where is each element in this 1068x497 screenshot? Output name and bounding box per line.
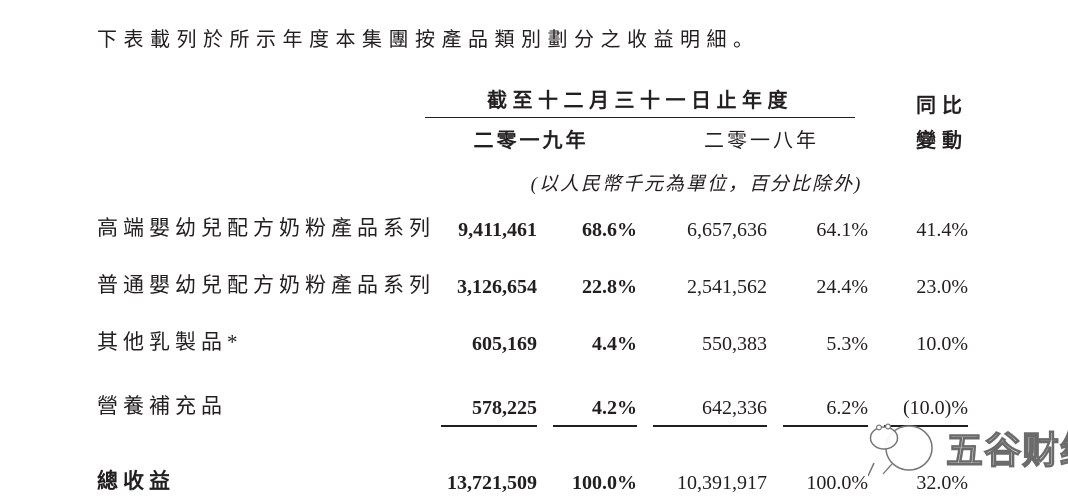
- total-label: 總收益: [97, 469, 175, 493]
- cell-2019-percent: 68.6%: [582, 219, 637, 241]
- year-header-row: 二零一九年 二零一八年 變動: [97, 118, 968, 159]
- cell-2019-value: 9,411,461: [458, 219, 537, 241]
- table-row: 普通嬰幼兒配方奶粉產品系列 3,126,654 22.8% 2,541,562 …: [97, 242, 968, 299]
- cell-2018-percent: 64.1%: [816, 219, 868, 241]
- table-row: 營養補充品 578,225 4.2% 642,336 6.2% (10.0)%: [97, 356, 968, 427]
- period-header: 截至十二月三十一日止年度: [425, 84, 855, 118]
- total-2018-percent: 100.0%: [783, 472, 868, 497]
- cell-2019-value: 3,126,654: [457, 276, 537, 298]
- unit-note-row: (以人民幣千元為單位，百分比除外): [97, 159, 968, 196]
- period-header-row: 截至十二月三十一日止年度 同比: [97, 84, 968, 118]
- row-label-regular-formula: 普通嬰幼兒配方奶粉產品系列: [97, 273, 435, 297]
- row-label-premium-formula: 高端嬰幼兒配方奶粉產品系列: [97, 216, 435, 240]
- table-row: 其他乳製品* 605,169 4.4% 550,383 5.3% 10.0%: [97, 299, 968, 356]
- unit-note: (以人民幣千元為單位，百分比除外): [530, 174, 863, 195]
- total-2019-percent: 100.0%: [553, 472, 637, 497]
- total-yoy-change: 32.0%: [884, 472, 968, 497]
- cell-2019-percent: 4.2%: [553, 397, 637, 427]
- total-2019-value: 13,721,509: [441, 472, 537, 497]
- cell-yoy-change: (10.0)%: [884, 397, 968, 427]
- cell-2018-value: 2,541,562: [687, 276, 767, 298]
- wechat-bubbles-icon: [867, 419, 942, 482]
- table-row: 高端嬰幼兒配方奶粉產品系列 9,411,461 68.6% 6,657,636 …: [97, 196, 968, 242]
- cell-yoy-change: 10.0%: [916, 333, 968, 355]
- total-2018-value: 10,391,917: [653, 472, 767, 497]
- cell-2019-percent: 22.8%: [582, 276, 637, 298]
- row-label-nutrition-supplements: 營養補充品: [97, 394, 227, 418]
- col-header-2019: 二零一九年: [473, 130, 589, 152]
- revenue-table: 截至十二月三十一日止年度 同比 二零一九年 二零一八年 變動 (以人民幣千元為單…: [97, 84, 968, 497]
- cell-yoy-change: 23.0%: [916, 276, 968, 298]
- cell-2018-value: 6,657,636: [687, 219, 767, 241]
- watermark-text: 五谷财经: [945, 429, 1068, 471]
- total-row: 總收益 13,721,509 100.0% 10,391,917 100.0% …: [97, 427, 968, 497]
- yoy-header-line2: 變動: [916, 130, 968, 152]
- cell-2019-percent: 4.4%: [592, 333, 637, 355]
- cell-2019-value: 578,225: [441, 397, 537, 427]
- yoy-header-line1: 同比: [916, 95, 968, 117]
- cell-2018-percent: 24.4%: [816, 276, 868, 298]
- cell-yoy-change: 41.4%: [916, 219, 968, 241]
- cell-2018-value: 642,336: [653, 397, 767, 427]
- row-label-other-dairy: 其他乳製品*: [97, 330, 243, 354]
- watermark: 五谷财经: [867, 419, 1068, 482]
- cell-2018-percent: 5.3%: [826, 333, 868, 355]
- cell-2018-percent: 6.2%: [783, 397, 868, 427]
- intro-text: 下表載列於所示年度本集團按產品類別劃分之收益明細。: [97, 29, 760, 51]
- col-header-2018: 二零一八年: [704, 130, 819, 152]
- cell-2019-value: 605,169: [472, 333, 537, 355]
- cell-2018-value: 550,383: [702, 333, 767, 355]
